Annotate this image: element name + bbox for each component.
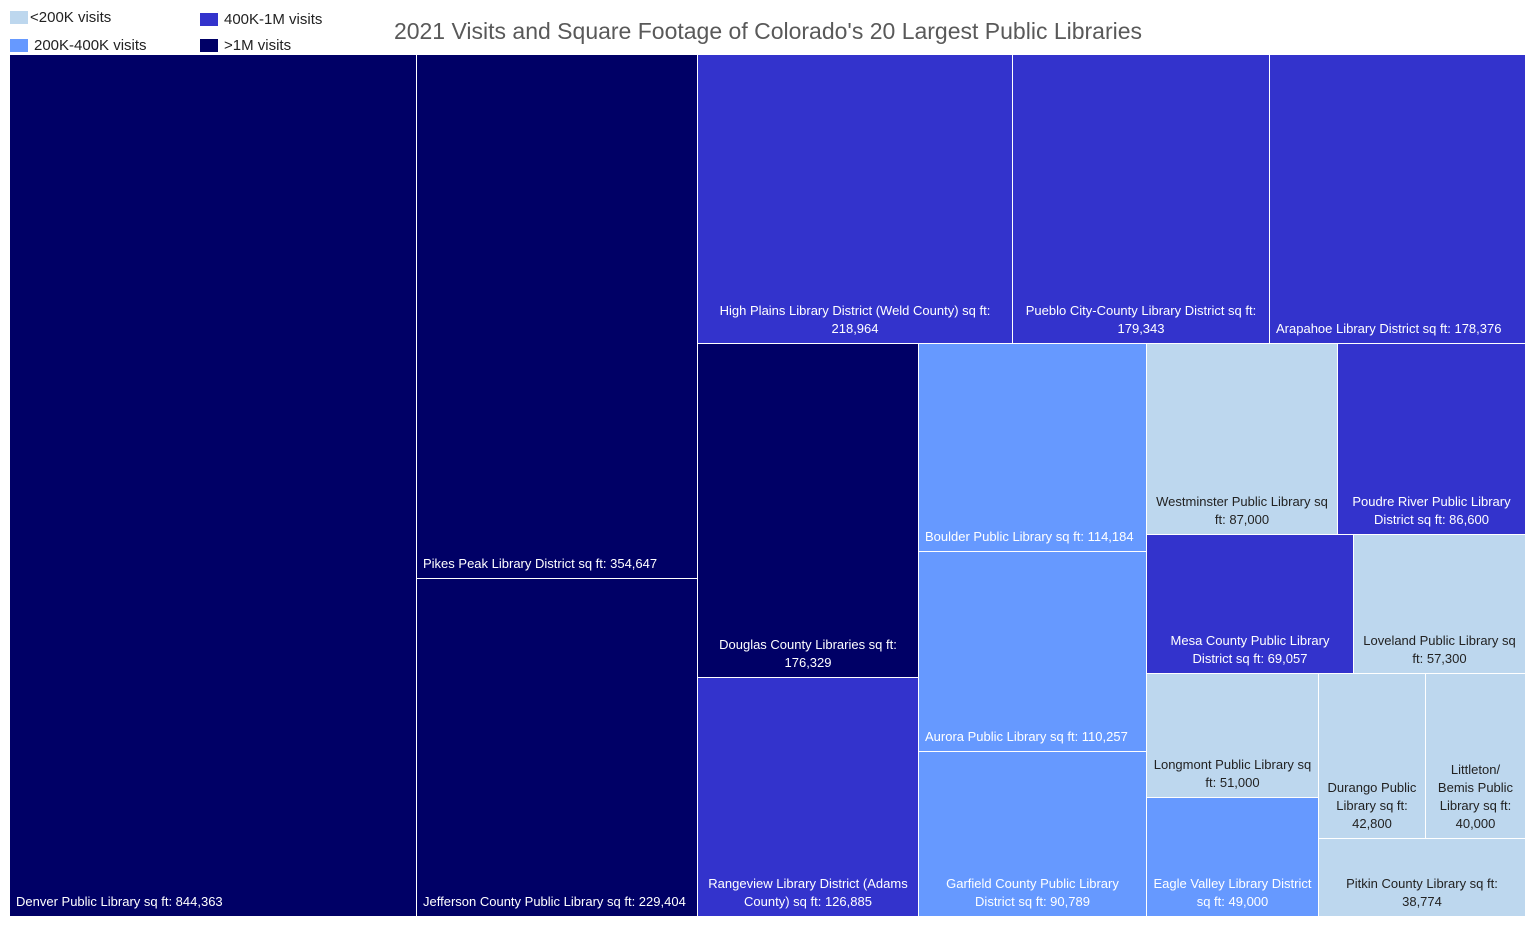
- legend-label: 400K-1M visits: [224, 11, 323, 28]
- legend-swatch: [200, 13, 218, 26]
- tile-label: Pitkin County Library sq ft: 38,774: [1346, 876, 1498, 909]
- legend-item-over-1m: >1M visits: [200, 37, 291, 54]
- tile-label: Pueblo City-County Library District sq f…: [1025, 303, 1257, 336]
- treemap-tile: Loveland Public Library sq ft: 57,300: [1354, 535, 1525, 673]
- tile-label: Rangeview Library District (Adams County…: [708, 876, 908, 909]
- treemap-tile: Eagle Valley Library District sq ft: 49,…: [1147, 798, 1318, 916]
- tile-label: Poudre River Public Library District sq …: [1352, 494, 1511, 527]
- legend-item-200k-400k: 200K-400K visits: [10, 37, 147, 54]
- treemap-tile: Boulder Public Library sq ft: 114,184: [919, 344, 1146, 551]
- legend-swatch: [10, 39, 28, 52]
- tile-label: Westminster Public Library sq ft: 87,000: [1156, 494, 1328, 527]
- legend-label: <200K visits: [30, 9, 112, 26]
- treemap-tile: Pueblo City-County Library District sq f…: [1013, 55, 1269, 343]
- tile-label: Mesa County Public Library District sq f…: [1170, 633, 1330, 666]
- legend-swatch: [10, 11, 28, 24]
- tile-label: Douglas County Libraries sq ft: 176,329: [719, 637, 897, 670]
- treemap-tile: Garfield County Public Library District …: [919, 752, 1146, 916]
- legend-label: >1M visits: [224, 37, 292, 54]
- tile-label: Durango Public Library sq ft: 42,800: [1327, 780, 1417, 831]
- tile-label: Aurora Public Library sq ft: 110,257: [925, 729, 1128, 744]
- treemap-tile: Durango Public Library sq ft: 42,800: [1319, 674, 1425, 838]
- tile-label: Garfield County Public Library District …: [946, 876, 1119, 909]
- tile-label: Littleton/ Bemis Public Library sq ft: 4…: [1437, 762, 1514, 831]
- tile-label: Longmont Public Library sq ft: 51,000: [1153, 757, 1312, 790]
- tile-label: Eagle Valley Library District sq ft: 49,…: [1153, 876, 1312, 909]
- treemap-tile: Arapahoe Library District sq ft: 178,376: [1270, 55, 1525, 343]
- tile-label: Boulder Public Library sq ft: 114,184: [925, 529, 1134, 544]
- treemap-tile: Littleton/ Bemis Public Library sq ft: 4…: [1426, 674, 1525, 838]
- legend-item-under-200k: <200K visits: [10, 9, 111, 26]
- treemap-tile: Aurora Public Library sq ft: 110,257: [919, 552, 1146, 751]
- tile-label: Denver Public Library sq ft: 844,363: [16, 894, 223, 909]
- treemap-tile: Westminster Public Library sq ft: 87,000: [1147, 344, 1337, 534]
- tile-label: Pikes Peak Library District sq ft: 354,6…: [423, 556, 658, 571]
- treemap-tile: Pikes Peak Library District sq ft: 354,6…: [417, 55, 697, 578]
- treemap-tile: Poudre River Public Library District sq …: [1338, 344, 1525, 534]
- legend-swatch: [200, 39, 218, 52]
- treemap-tile: Mesa County Public Library District sq f…: [1147, 535, 1353, 673]
- treemap-tile: Pitkin County Library sq ft: 38,774: [1319, 839, 1525, 916]
- legend-label: 200K-400K visits: [34, 37, 147, 54]
- treemap-tile: Rangeview Library District (Adams County…: [698, 678, 918, 916]
- tile-label: Arapahoe Library District sq ft: 178,376: [1276, 321, 1502, 336]
- treemap-tile: Longmont Public Library sq ft: 51,000: [1147, 674, 1318, 797]
- tile-label: Jefferson County Public Library sq ft: 2…: [423, 894, 686, 909]
- treemap-tile: Denver Public Library sq ft: 844,363: [10, 55, 416, 916]
- treemap-tile: High Plains Library District (Weld Count…: [698, 55, 1012, 343]
- chart-title: 2021 Visits and Square Footage of Colora…: [393, 18, 1143, 44]
- legend-item-400k-1m: 400K-1M visits: [200, 11, 322, 28]
- tile-label: Loveland Public Library sq ft: 57,300: [1363, 633, 1516, 666]
- treemap-tile: Jefferson County Public Library sq ft: 2…: [417, 579, 697, 916]
- treemap-tile: Douglas County Libraries sq ft: 176,329: [698, 344, 918, 677]
- tile-label: High Plains Library District (Weld Count…: [719, 303, 991, 336]
